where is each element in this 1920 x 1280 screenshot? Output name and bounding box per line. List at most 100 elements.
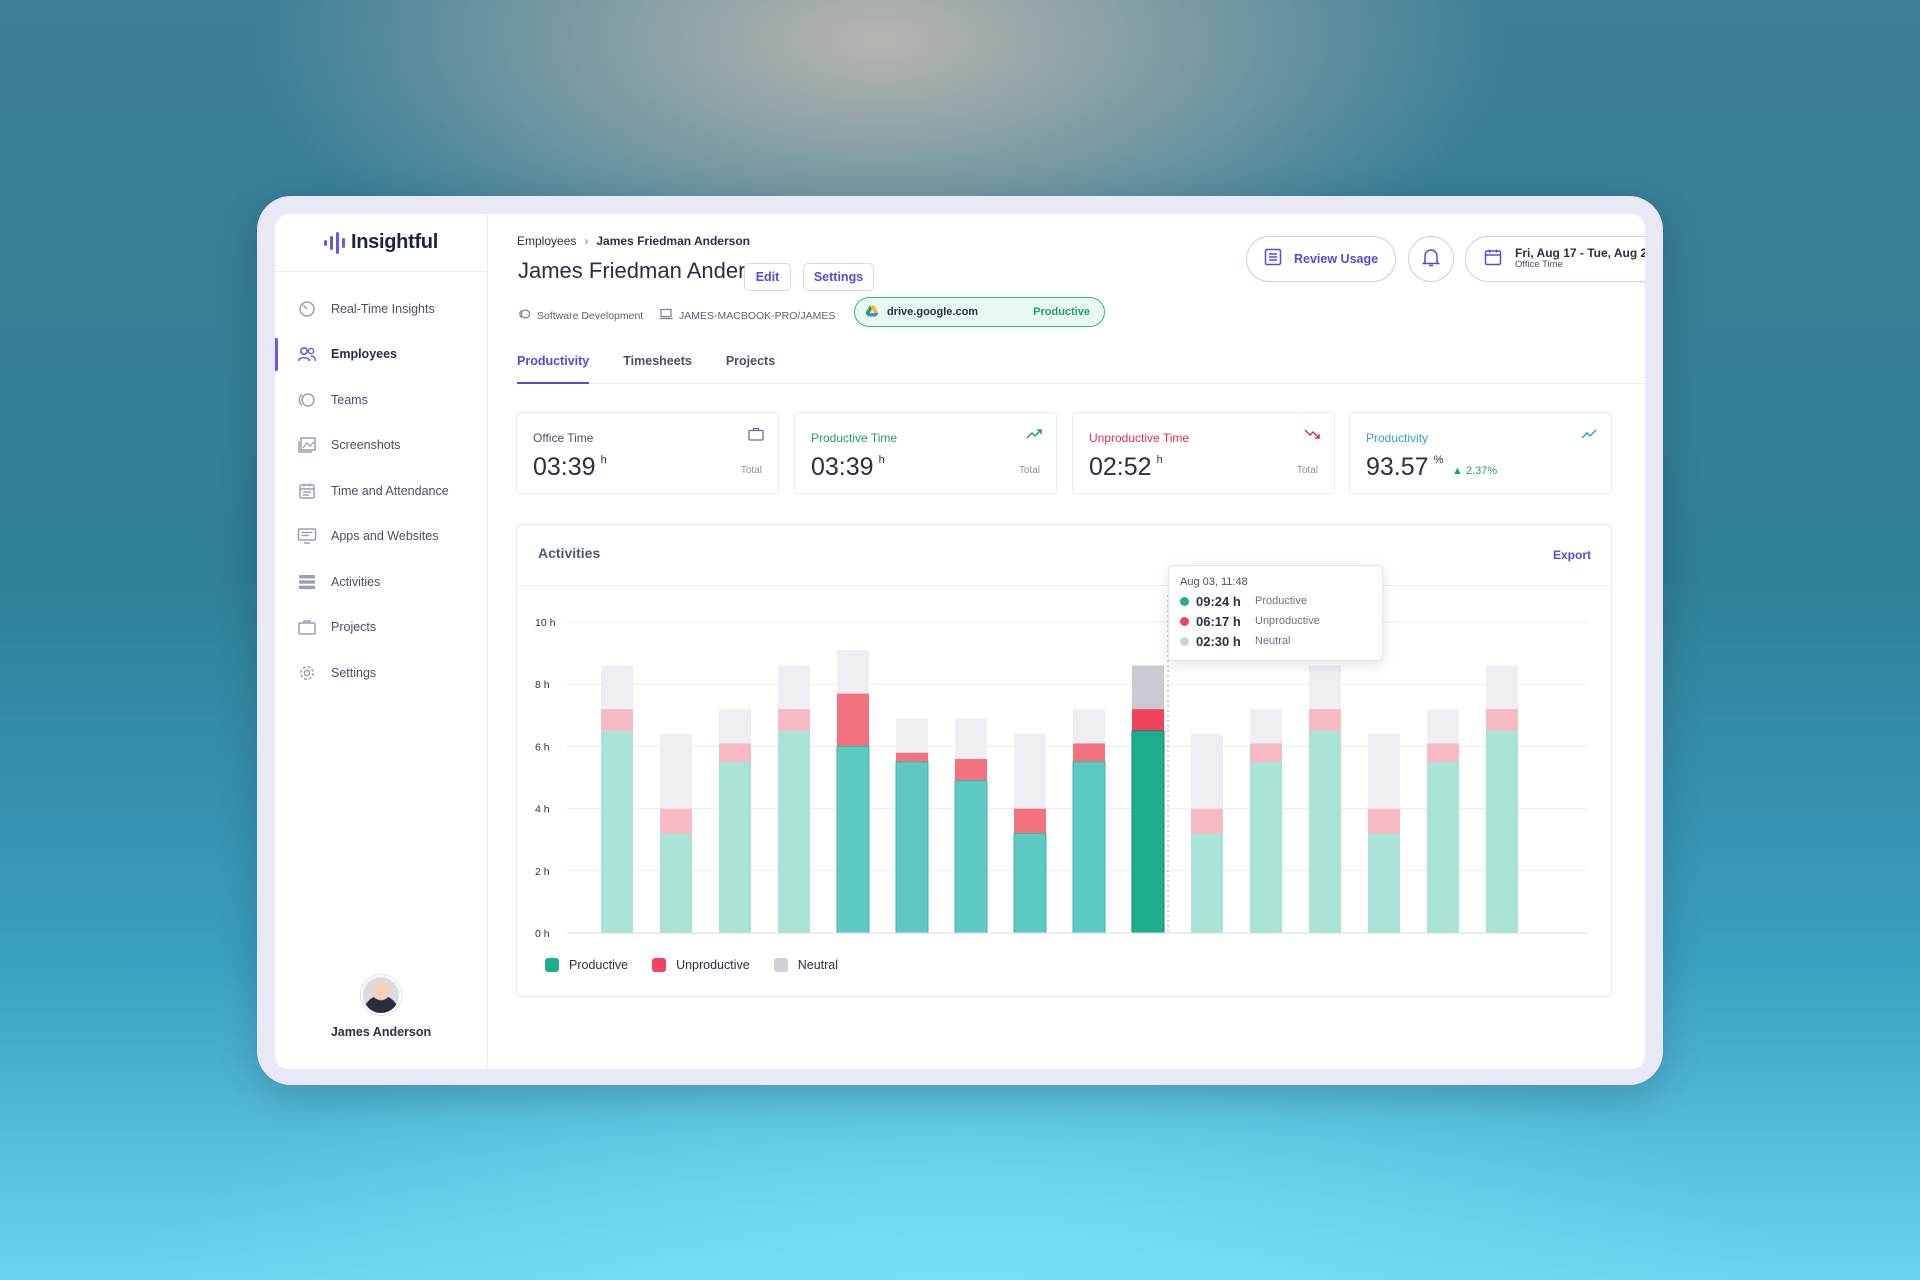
bar-productive[interactable] [778,730,810,933]
list-icon [1264,248,1282,271]
sidebar-item-teams[interactable]: Teams [275,377,487,423]
bar-neutral[interactable] [601,665,633,710]
y-tick-label: 0 h [535,928,550,940]
bar-unproductive[interactable] [1427,743,1459,762]
tab-timesheets[interactable]: Timesheets [623,354,692,368]
bar-productive[interactable] [1427,761,1459,933]
bar-neutral[interactable] [896,718,928,753]
bar-unproductive[interactable] [955,758,987,781]
settings-button[interactable]: Settings [803,263,874,291]
bar-unproductive[interactable] [896,752,928,762]
tab-projects[interactable]: Projects [725,354,776,368]
breadcrumb: Employees › James Friedman Anderson [517,234,750,248]
sidebar-item-apps-and-websites[interactable]: Apps and Websites [275,514,487,560]
bar-neutral[interactable] [778,665,810,710]
bar-productive[interactable] [837,746,869,933]
sidebar-item-label: Time and Attendance [331,483,449,498]
current-activity-pill[interactable]: drive.google.com Productive [854,297,1105,327]
bar-productive[interactable] [719,761,751,933]
bell-icon [1421,247,1441,272]
date-range-picker[interactable]: Fri, Aug 17 - Tue, Aug 21 Office Time [1465,236,1645,282]
teams-icon [518,308,531,323]
bar-neutral[interactable] [1368,733,1400,809]
bar-unproductive[interactable] [1486,709,1518,731]
bar-unproductive[interactable] [1073,743,1105,762]
bar-unproductive[interactable] [601,709,633,731]
legend-productive[interactable]: Productive [545,958,628,972]
sidebar-item-label: Real-Time Insights [331,301,435,316]
bar-productive[interactable] [1073,761,1105,933]
bar-productive[interactable] [1368,833,1400,933]
bar-neutral[interactable] [1486,665,1518,710]
tab-bar: Productivity Timesheets Projects [517,354,1645,384]
sidebar-item-screenshots[interactable]: Screenshots [275,423,487,469]
legend-neutral[interactable]: Neutral [773,958,838,972]
sidebar-item-label: Settings [331,665,377,680]
bar-unproductive[interactable] [778,709,810,731]
user-profile[interactable]: James Anderson [275,975,487,1039]
employee-team: Software Development [518,308,643,323]
bar-unproductive[interactable] [837,693,869,747]
main-content: Employees › James Friedman Anderson Jame… [488,214,1645,1069]
bar-neutral[interactable] [1132,665,1164,710]
sidebar-item-activities[interactable]: Activities [275,559,487,605]
bar-productive[interactable] [1191,833,1223,933]
bar-productive[interactable] [1250,761,1282,933]
kpi-foot: Total [740,465,762,476]
bar-neutral[interactable] [837,649,869,694]
bar-unproductive[interactable] [719,743,751,762]
bar-productive[interactable] [660,833,692,933]
trend-up-icon [1026,427,1042,445]
bar-productive[interactable] [1309,730,1341,933]
bar-neutral[interactable] [1014,733,1046,809]
sidebar-item-time-and-attendance[interactable]: Time and Attendance [275,468,487,514]
kpi-change: ▲ 2.37% [1452,465,1498,477]
y-tick-label: 10 h [535,617,556,629]
logo-icon [324,231,345,254]
bar-unproductive[interactable] [1014,808,1046,834]
sidebar-item-employees[interactable]: Employees [275,332,487,378]
bar-neutral[interactable] [1073,709,1105,744]
bar-unproductive[interactable] [1250,743,1282,762]
bar-unproductive[interactable] [660,808,692,834]
bar-neutral[interactable] [660,733,692,809]
bar-neutral[interactable] [955,718,987,759]
avatar[interactable] [361,975,401,1015]
bar-productive[interactable] [896,761,928,933]
legend-unproductive[interactable]: Unproductive [652,958,750,972]
breadcrumb-employees-link[interactable]: Employees [517,234,577,248]
bar-neutral[interactable] [719,709,751,744]
panel-title: Activities [538,545,601,561]
bar-productive[interactable] [1014,833,1046,933]
trend-up-icon [1581,427,1597,445]
review-usage-label: Review Usage [1294,252,1379,266]
sidebar: Insightful Real-Time Insights Employees … [275,214,488,1069]
bar-neutral[interactable] [1250,709,1282,744]
sidebar-item-projects[interactable]: Projects [275,605,487,651]
export-button[interactable]: Export [1552,548,1591,562]
team-name: Software Development [537,309,644,322]
bar-unproductive[interactable] [1368,808,1400,834]
kpi-label: Productivity [1366,431,1429,445]
tab-productivity[interactable]: Productivity [517,354,590,384]
bar-neutral[interactable] [1309,665,1341,710]
bar-unproductive[interactable] [1309,709,1341,731]
computer-name: JAMES-MACBOOK-PRO/JAMES [679,309,836,322]
sidebar-item-settings[interactable]: Settings [275,650,487,696]
bar-neutral[interactable] [1427,709,1459,744]
activities-chart[interactable]: 0 h2 h4 h6 h8 h10 hJul 31Aug 01Aug 02Aug… [517,525,1613,945]
bar-unproductive[interactable] [1132,709,1164,731]
review-usage-button[interactable]: Review Usage [1246,236,1396,282]
bar-productive[interactable] [1132,730,1164,933]
chart-legend: Productive Unproductive Neutral [545,958,838,972]
bar-productive[interactable] [955,780,987,933]
edit-button[interactable]: Edit [744,263,791,291]
bar-unproductive[interactable] [1191,808,1223,834]
notifications-button[interactable] [1408,236,1454,282]
bar-productive[interactable] [601,730,633,933]
bar-neutral[interactable] [1191,733,1223,809]
page-title: James Friedman Anderson [518,258,781,283]
sidebar-item-real-time-insights[interactable]: Real-Time Insights [275,286,487,332]
bar-productive[interactable] [1486,730,1518,933]
logo[interactable]: Insightful [275,214,487,272]
